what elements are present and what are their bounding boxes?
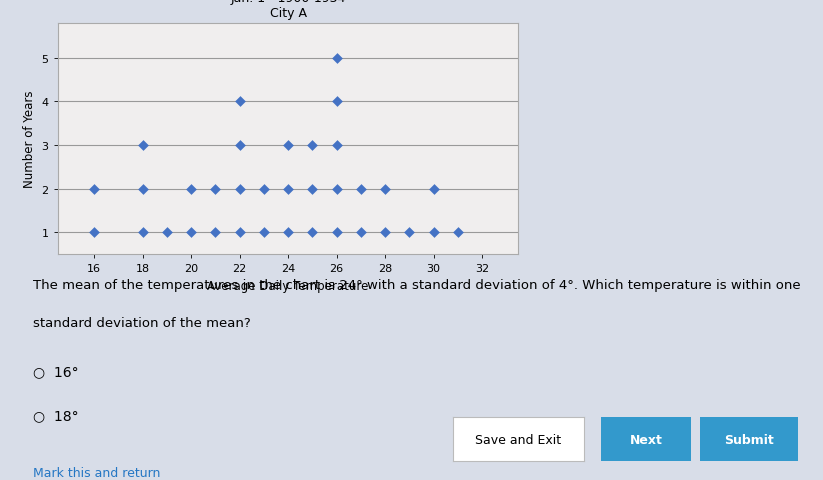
Point bbox=[354, 185, 367, 193]
Point bbox=[87, 229, 100, 237]
Point bbox=[233, 142, 246, 150]
Point bbox=[258, 229, 271, 237]
Point bbox=[330, 55, 343, 62]
Text: The mean of the temperatures in the chart is 24° with a standard deviation of 4°: The mean of the temperatures in the char… bbox=[33, 278, 801, 291]
Point bbox=[209, 185, 222, 193]
Point bbox=[281, 185, 295, 193]
Point bbox=[451, 229, 464, 237]
Point bbox=[427, 185, 440, 193]
Point bbox=[330, 185, 343, 193]
Text: ○  18°: ○ 18° bbox=[33, 408, 78, 422]
Point bbox=[330, 98, 343, 106]
Point bbox=[258, 185, 271, 193]
Point bbox=[330, 142, 343, 150]
Text: ○  16°: ○ 16° bbox=[33, 365, 78, 379]
Text: Submit: Submit bbox=[724, 432, 774, 446]
Y-axis label: Number of Years: Number of Years bbox=[23, 91, 36, 188]
Point bbox=[379, 229, 392, 237]
Point bbox=[136, 185, 149, 193]
Point bbox=[233, 98, 246, 106]
Point bbox=[136, 142, 149, 150]
Point bbox=[354, 229, 367, 237]
X-axis label: Average Daily Temperature: Average Daily Temperature bbox=[207, 279, 369, 292]
Text: Next: Next bbox=[630, 432, 663, 446]
Text: standard deviation of the mean?: standard deviation of the mean? bbox=[33, 317, 251, 330]
Point bbox=[281, 142, 295, 150]
Point bbox=[281, 229, 295, 237]
Point bbox=[233, 185, 246, 193]
Point bbox=[136, 229, 149, 237]
Point bbox=[330, 229, 343, 237]
Point bbox=[305, 229, 319, 237]
Point bbox=[402, 229, 416, 237]
Point bbox=[233, 229, 246, 237]
Text: Save and Exit: Save and Exit bbox=[476, 432, 561, 446]
Point bbox=[379, 185, 392, 193]
Point bbox=[305, 142, 319, 150]
Point bbox=[427, 229, 440, 237]
Point bbox=[87, 185, 100, 193]
Point bbox=[184, 229, 198, 237]
Point bbox=[160, 229, 174, 237]
Text: Mark this and return: Mark this and return bbox=[33, 466, 160, 479]
Point bbox=[305, 185, 319, 193]
Title: Average Daily Temperature
Jan. 1 - 1900-1934
City A: Average Daily Temperature Jan. 1 - 1900-… bbox=[202, 0, 374, 20]
Point bbox=[184, 185, 198, 193]
Point bbox=[209, 229, 222, 237]
